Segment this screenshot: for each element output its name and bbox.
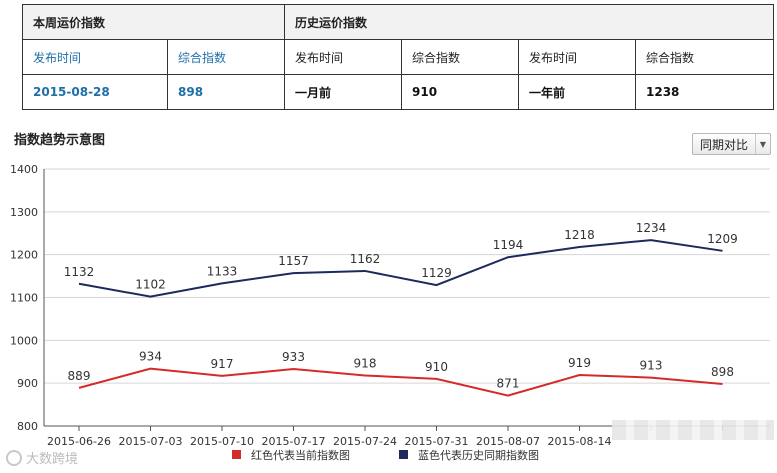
chart-title: 指数趋势示意图: [14, 133, 106, 148]
series-line-1: [78, 239, 723, 298]
blurred-labels: [612, 420, 774, 440]
x-tick-label-2015-07-10: 2015-07-10: [190, 435, 254, 448]
hist2-date-value: 一年前: [518, 74, 636, 110]
current-index-value: 898: [167, 74, 285, 110]
legend-swatch-0: [232, 450, 241, 459]
data-label-1-4: 1162: [350, 252, 381, 266]
data-label-0-8: 913: [640, 359, 663, 373]
data-label-1-5: 1129: [421, 266, 452, 280]
x-tick-label-2015-07-24: 2015-07-24: [333, 435, 397, 448]
y-tick-label-1400: 1400: [10, 163, 38, 176]
y-tick-label-1200: 1200: [10, 249, 38, 262]
data-label-1-8: 1234: [636, 221, 667, 235]
data-label-1-2: 1133: [207, 264, 238, 278]
legend-label-0: 红色代表当前指数图: [251, 448, 350, 462]
history-index-title: 历史运价指数: [284, 4, 774, 40]
hist1-index-header: 综合指数: [401, 39, 519, 75]
x-tick-label-2015-08-07: 2015-08-07: [476, 435, 540, 448]
x-tick-label-2015-07-03: 2015-07-03: [119, 435, 183, 448]
y-tick-label-1000: 1000: [10, 334, 38, 347]
data-label-0-1: 934: [139, 350, 162, 364]
watermark: 大数跨境: [6, 448, 78, 467]
legend-swatch-1: [399, 450, 408, 459]
data-label-0-3: 933: [282, 350, 305, 364]
data-label-0-6: 871: [497, 377, 520, 391]
series-line-0: [78, 367, 723, 397]
current-index-title: 本周运价指数: [22, 4, 285, 40]
hist2-date-header: 发布时间: [518, 39, 636, 75]
data-label-0-9: 898: [711, 365, 734, 379]
data-label-1-0: 1132: [64, 265, 95, 279]
data-label-0-2: 917: [211, 357, 234, 371]
compare-dropdown[interactable]: 同期对比 ▼: [692, 133, 771, 155]
hist1-date-value: 一月前: [284, 74, 402, 110]
data-label-1-9: 1209: [707, 232, 738, 246]
watermark-text: 大数跨境: [26, 452, 79, 467]
data-label-0-5: 910: [425, 360, 448, 374]
hist2-index-header: 综合指数: [635, 39, 774, 75]
current-date-header: 发布时间: [22, 39, 168, 75]
y-tick-label-800: 800: [17, 420, 38, 433]
data-label-0-7: 919: [568, 356, 591, 370]
data-label-1-1: 1102: [135, 278, 166, 292]
x-tick-label-2015-06-26: 2015-06-26: [47, 435, 111, 448]
chevron-down-icon: ▼: [755, 134, 770, 154]
hist2-index-value: 1238: [635, 74, 774, 110]
legend-label-1: 蓝色代表历史同期指数图: [418, 448, 539, 462]
x-tick-label-2015-07-31: 2015-07-31: [405, 435, 469, 448]
data-label-0-0: 889: [68, 369, 91, 383]
current-date-value: 2015-08-28: [22, 74, 168, 110]
index-table: 本周运价指数 历史运价指数 发布时间 综合指数 发布时间 综合指数 发布时间 综…: [22, 4, 774, 110]
y-tick-label-900: 900: [17, 377, 38, 390]
hist1-index-value: 910: [401, 74, 519, 110]
watermark-logo-icon: [6, 449, 22, 466]
x-tick-label-2015-07-17: 2015-07-17: [262, 435, 326, 448]
data-label-1-3: 1157: [278, 254, 309, 268]
data-label-1-6: 1194: [493, 238, 524, 252]
x-tick-label-2015-08-14: 2015-08-14: [548, 435, 612, 448]
y-tick-label-1300: 1300: [10, 206, 38, 219]
y-tick-label-1100: 1100: [10, 292, 38, 305]
compare-dropdown-label: 同期对比: [699, 137, 748, 152]
data-label-0-4: 918: [354, 356, 377, 370]
data-label-1-7: 1218: [564, 228, 595, 242]
